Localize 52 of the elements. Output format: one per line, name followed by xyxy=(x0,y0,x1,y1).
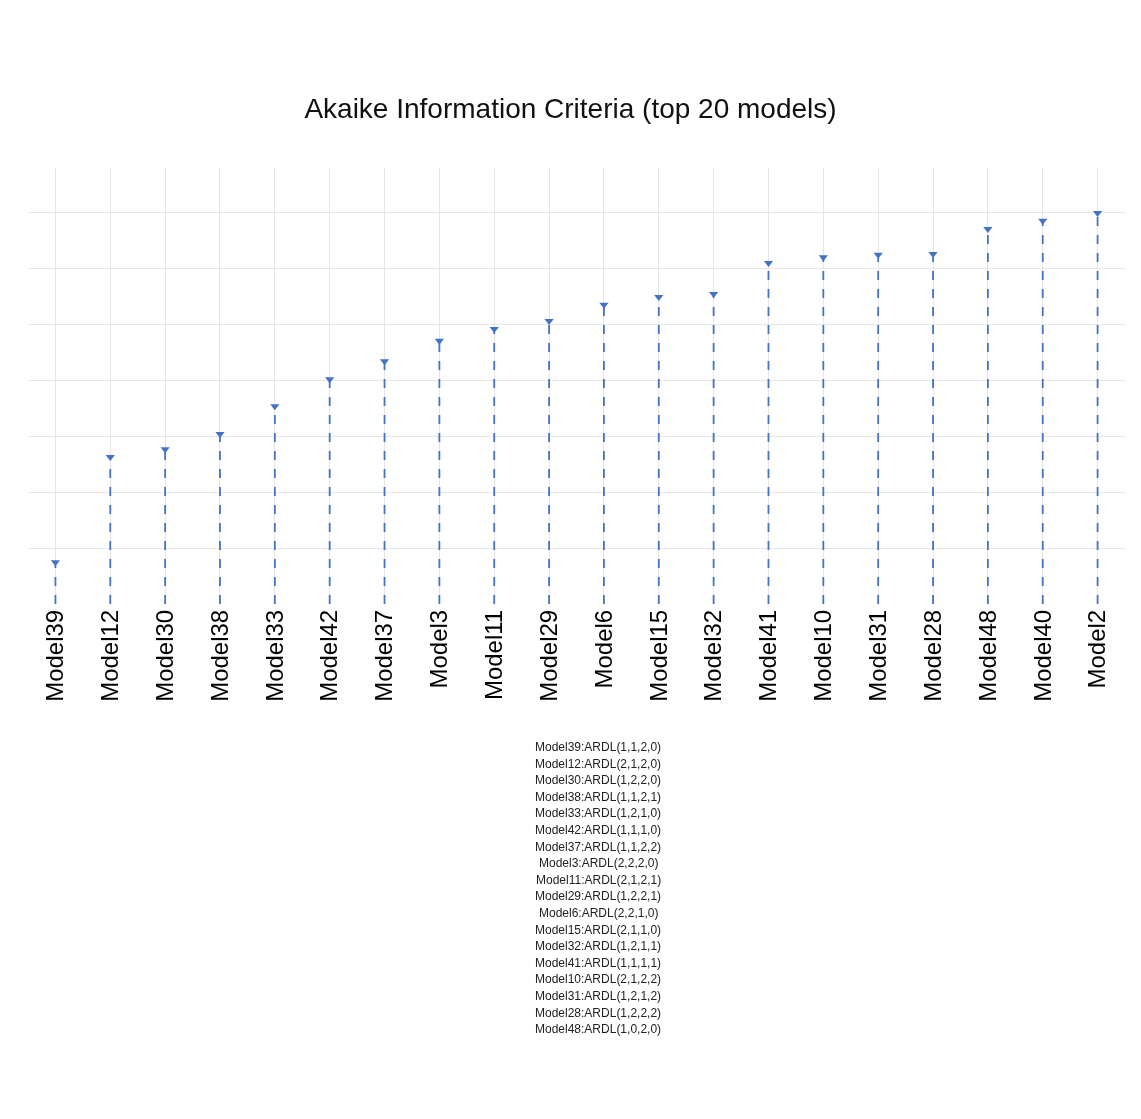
text: Model48:ARDL(1,0,2,0) xyxy=(535,1022,662,1036)
point xyxy=(434,338,444,345)
point xyxy=(709,291,719,298)
x-tick-label: Model28 xyxy=(918,609,946,702)
chart-title: Akaike Information Criteria (top 20 models) xyxy=(304,92,837,124)
x-tick-label: Model3 xyxy=(425,609,453,689)
text: Model32:ARDL(1,2,1,1) xyxy=(535,939,662,953)
point xyxy=(1038,218,1048,225)
x-tick-label: Model10 xyxy=(809,609,837,702)
text: Model31:ARDL(1,2,1,2) xyxy=(535,989,662,1003)
point xyxy=(544,318,554,325)
x-tick-label: Model12 xyxy=(96,609,124,702)
x-tick-label: Model30 xyxy=(150,609,178,702)
x-tick-label: Model37 xyxy=(370,609,398,702)
text: Model39:ARDL(1,1,2,0) xyxy=(535,740,662,754)
text: Model41:ARDL(1,1,1,1) xyxy=(535,956,662,970)
text: Model15:ARDL(2,1,1,0) xyxy=(535,923,662,937)
point xyxy=(215,431,225,438)
text: Model6:ARDL(2,2,1,0) xyxy=(539,906,659,920)
x-tick-label: Model48 xyxy=(973,609,1001,702)
x-tick-label: Model32 xyxy=(699,609,727,702)
x-tick-label: Model29 xyxy=(534,609,562,702)
x-tick-label: Model39 xyxy=(41,609,69,702)
x-tick-label: Model33 xyxy=(260,609,288,702)
x-tick-label: Model41 xyxy=(754,609,782,702)
text: Model30:ARDL(1,2,2,0) xyxy=(535,773,662,787)
x-tick-label: Model42 xyxy=(315,609,343,702)
point xyxy=(105,454,115,461)
point xyxy=(160,447,170,454)
x-tick-label: Model11 xyxy=(480,609,508,701)
x-tick-label: Model38 xyxy=(205,609,233,702)
point xyxy=(325,377,335,384)
text: Model37:ARDL(1,1,2,2) xyxy=(535,840,662,854)
text: Model11:ARDL(2,1,2,1) xyxy=(536,873,662,887)
point xyxy=(489,327,499,334)
text: Model10:ARDL(2,1,2,2) xyxy=(535,972,662,986)
x-tick-label: Model6 xyxy=(589,609,617,689)
text: Model29:ARDL(1,2,2,1) xyxy=(535,889,662,903)
text: Model42:ARDL(1,1,1,0) xyxy=(535,823,662,837)
text: Model28:ARDL(1,2,2,2) xyxy=(535,1006,662,1020)
text: Model33:ARDL(1,2,1,0) xyxy=(535,806,662,820)
x-tick-label: Model15 xyxy=(644,609,672,702)
x-tick-label: Model2 xyxy=(1083,609,1111,689)
point xyxy=(270,404,280,411)
x-tick-label: Model40 xyxy=(1028,609,1056,702)
text: Model12:ARDL(2,1,2,0) xyxy=(535,757,662,771)
point xyxy=(928,252,938,259)
text: Model3:ARDL(2,2,2,0) xyxy=(539,856,659,870)
point xyxy=(654,295,664,302)
text: Model38:ARDL(1,1,2,1) xyxy=(535,790,662,804)
x-tick-label: Model31 xyxy=(863,609,891,702)
point xyxy=(818,255,828,262)
